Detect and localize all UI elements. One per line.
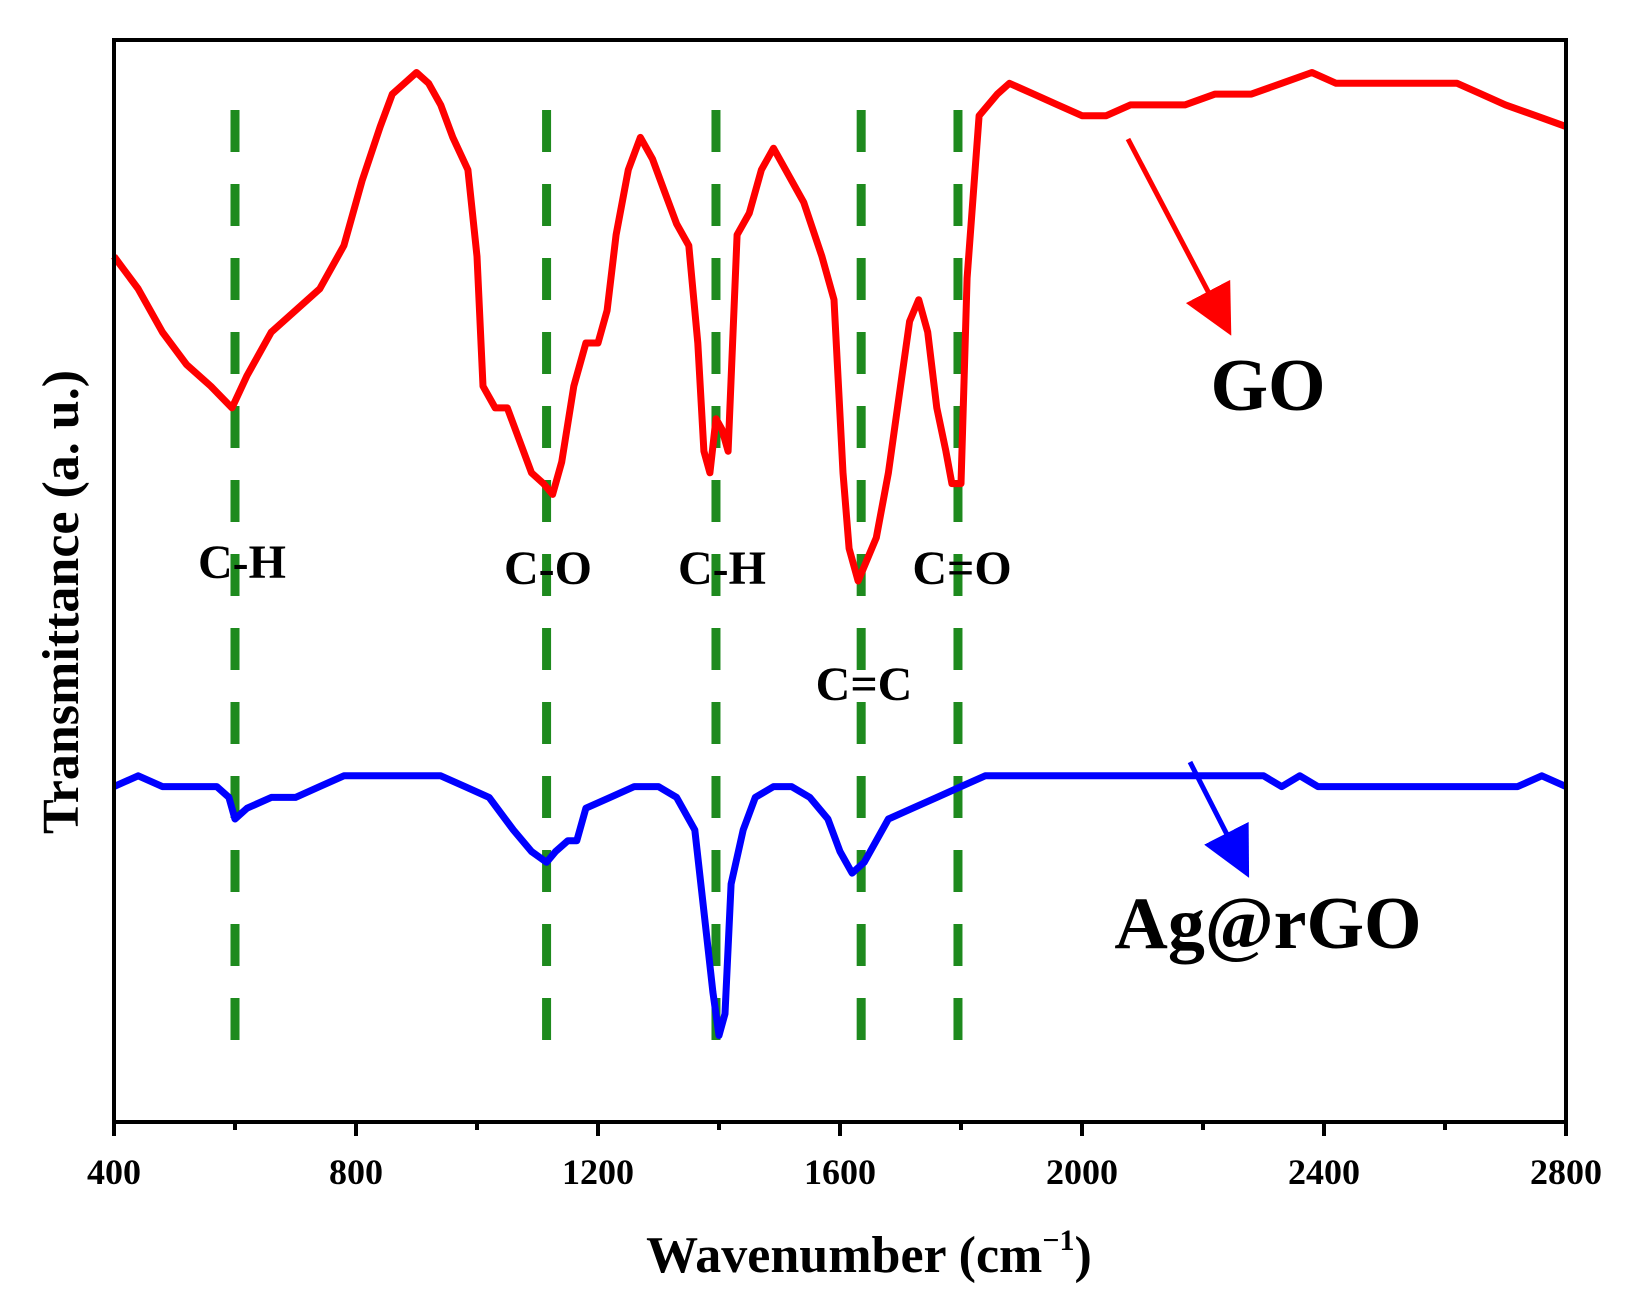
ag-rgo-arrow bbox=[1187, 760, 1250, 878]
x-axis-title-superscript: −1 bbox=[1042, 1224, 1074, 1257]
x-axis-ticks: 400 800 1200 1600 2000 2400 2800 bbox=[87, 1122, 1602, 1192]
series-line-ag-rgo bbox=[112, 772, 1568, 1039]
x-tick-label: 800 bbox=[329, 1152, 383, 1192]
x-tick-label: 1600 bbox=[804, 1152, 876, 1192]
go-arrow bbox=[1125, 137, 1232, 336]
peak-label-ch-2: C-H bbox=[678, 542, 766, 595]
x-axis-title: Wavenumber (cm−1) bbox=[646, 1224, 1092, 1284]
x-tick-label: 2800 bbox=[1530, 1152, 1602, 1192]
peak-label-ch-1: C-H bbox=[198, 536, 286, 589]
y-axis-title: Transmittance (a. u.) bbox=[33, 370, 90, 834]
x-axis-title-close: ) bbox=[1075, 1227, 1092, 1284]
series-label-ag-rgo: Ag@rGO bbox=[1114, 883, 1421, 965]
series-line-go bbox=[111, 69, 1568, 585]
reference-lines bbox=[230, 110, 963, 1062]
peak-label-co-double: C=O bbox=[912, 542, 1011, 595]
series-label-go: GO bbox=[1210, 345, 1325, 427]
peak-label-co: C-O bbox=[504, 542, 592, 595]
x-tick-label: 2400 bbox=[1288, 1152, 1360, 1192]
x-tick-label: 2000 bbox=[1046, 1152, 1118, 1192]
x-tick-label: 400 bbox=[87, 1152, 141, 1192]
x-tick-label: 1200 bbox=[562, 1152, 634, 1192]
peak-label-cc: C=C bbox=[816, 658, 913, 711]
